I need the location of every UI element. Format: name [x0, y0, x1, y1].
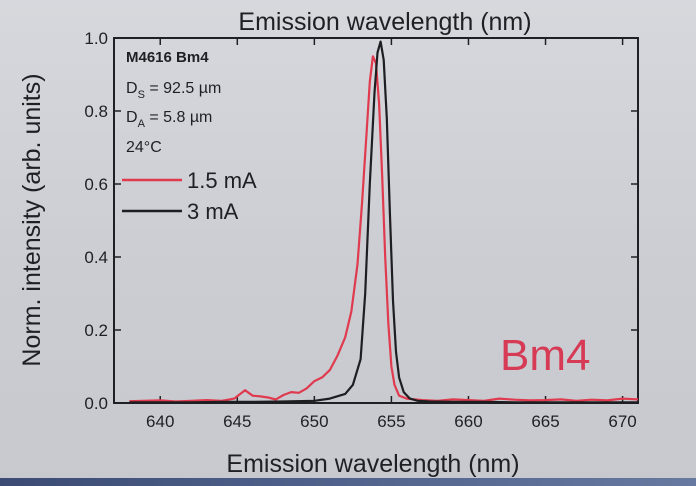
- x-tick-label: 670: [608, 412, 636, 431]
- y-tick-label: 0.8: [84, 102, 108, 121]
- series-group: [129, 40, 639, 404]
- y-tick-label: 0.2: [84, 321, 108, 340]
- device-label: M4616 Bm4: [126, 49, 209, 66]
- x-tick-label: 655: [377, 412, 405, 431]
- chart-title: Emission wavelength (nm): [238, 8, 531, 36]
- plot-frame: [113, 37, 639, 404]
- legend: 1.5 mA 3 mA: [122, 168, 257, 224]
- legend-label-3-ma: 3 mA: [187, 199, 239, 224]
- x-tick-label: 640: [146, 412, 174, 431]
- y-tick-label: 0.0: [84, 394, 108, 413]
- x-tick-label: 645: [223, 412, 251, 431]
- x-tick-label: 650: [300, 412, 328, 431]
- ds-label: DS = 92.5 µm: [126, 80, 221, 101]
- series-line-1-5-ma: [129, 55, 639, 403]
- y-tick-label: 0.4: [84, 248, 108, 267]
- temperature-label: 24°C: [126, 139, 162, 156]
- x-axis-ticks: 640 645 650 655 660 665 670: [146, 38, 637, 431]
- mode-label-bm4: Bm4: [500, 331, 590, 380]
- y-axis-ticks: 0.0 0.2 0.4 0.6 0.8 1.0: [84, 29, 638, 413]
- y-tick-label: 1.0: [84, 29, 108, 48]
- legend-label-1-5-ma: 1.5 mA: [187, 168, 257, 193]
- series-line-3-ma: [129, 40, 638, 404]
- y-tick-label: 0.6: [84, 175, 108, 194]
- x-axis-label: Emission wavelength (nm): [226, 450, 519, 478]
- x-tick-label: 660: [454, 412, 482, 431]
- x-tick-label: 665: [531, 412, 559, 431]
- da-label: DA = 5.8 µm: [126, 109, 212, 130]
- annotation-block: M4616 Bm4 DS = 92.5 µm DA = 5.8 µm 24°C: [126, 49, 221, 156]
- y-axis-label: Norm. intensity (arb. units): [18, 73, 46, 366]
- bottom-strip: [0, 478, 696, 486]
